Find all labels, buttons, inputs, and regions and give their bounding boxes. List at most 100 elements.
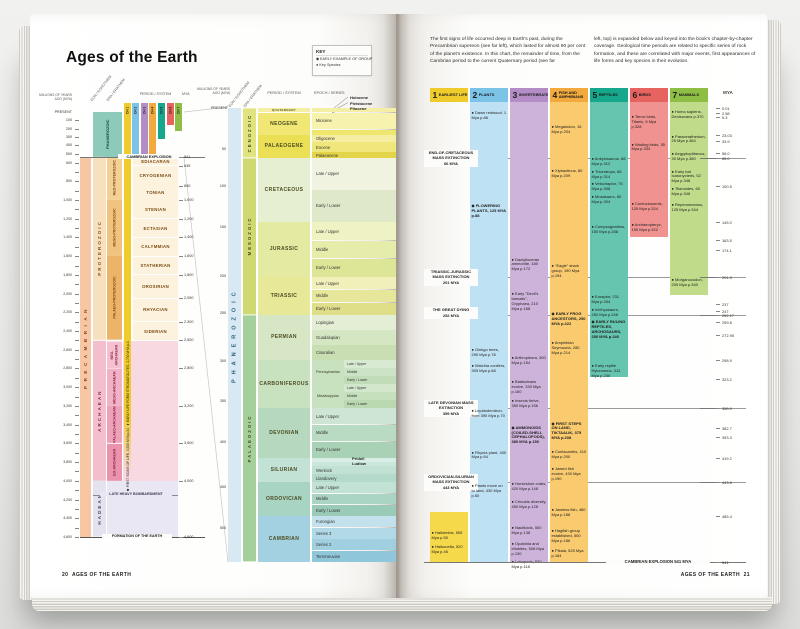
axis-tick-label: 247 (722, 309, 729, 315)
species-note: ● Plants move on to land, 430 Mya p.60 (471, 482, 503, 498)
event-mya: 201 MYA (442, 279, 460, 285)
species-note: ● Horseshoe crabs, 420 Mya p.148 (511, 481, 547, 492)
axis-tick (75, 228, 79, 229)
period-box-statherian: STATHERIAN (133, 256, 178, 275)
axis-tick (716, 140, 720, 142)
mya-tick-label: 3,200 (184, 403, 194, 408)
axis-tick (75, 153, 79, 155)
epoch-cell: Middle (312, 289, 396, 303)
axis-tick (75, 218, 79, 220)
era-box-neo-proterozoic: NEO-PROTEROZOIC (107, 157, 122, 200)
epoch-cell: Early / Lower (344, 376, 396, 384)
chapter-chip-7: 7 MAMMALS (670, 88, 708, 102)
epoch-cell: Late / Upper (344, 360, 396, 368)
epoch-cell: Guadalupian (312, 330, 396, 345)
epoch-cell: Early / Lower (312, 190, 396, 222)
chapter-column-bar-1 (430, 511, 468, 562)
axis-tick-label: 66.0 (722, 156, 730, 161)
key-item-species: ● Key Species (316, 63, 368, 69)
chapter-bar-6 (166, 103, 174, 126)
chapter-bar-label: CH 2 (133, 106, 138, 115)
species-note: ● Coelacanths, 410 Mya p.200 (551, 448, 587, 459)
mya-tick-label: 2,300 (184, 319, 194, 324)
epoch-cell: Furongian (312, 516, 396, 528)
axis-tick-label: 1,600 (63, 254, 72, 259)
species-note: ● Ginkgo trees, 290 Mya p.78 (471, 347, 499, 357)
species-note: ◆ FLOWERING PLANTS, 125 MYA p.88 (471, 203, 506, 219)
axis-tick-label: 4,400 (63, 516, 72, 521)
axis-tick-label: 3,200 (63, 403, 72, 408)
axis-tick (716, 108, 720, 109)
epoch-callout-ludlow: Ludlow (352, 461, 366, 467)
period-cell-cambrian: CAMBRIAN (258, 516, 310, 562)
period-box-orosirian: OROSIRIAN (133, 275, 178, 298)
epoch-cell: Middle (312, 424, 396, 442)
mya-tick-label: 635 (184, 163, 191, 168)
event-name: TRIASSIC-JURASSIC MASS EXTINCTION (430, 269, 472, 279)
chapter-label: REPTILES (598, 91, 618, 97)
era-bar-mesozoic: MESOZOIC (243, 158, 256, 315)
axis-tick (75, 527, 79, 529)
species-note: ● Eoraptor, 231 Mya p.254 (591, 294, 620, 305)
mya-tick-label: 1,600 (184, 254, 194, 259)
axis-tick-label: 174.1 (722, 248, 732, 254)
axis-tick-label: 237 (722, 301, 729, 307)
axis-tick (75, 490, 79, 491)
epoch-callout-pliocene: Pliocene (350, 106, 367, 112)
epoch-cell: Miocene (312, 112, 396, 130)
axis-tick (716, 335, 720, 336)
mya-tick (179, 368, 183, 370)
axis-tick (716, 436, 720, 438)
subperiod-cell-mississippian: Mississippian (312, 384, 344, 408)
species-note: ◆ AMMONOIDS (COILED-SHELL CEPHALOPODS), … (511, 424, 545, 445)
axis-tick (75, 209, 79, 210)
axis-long-tick (700, 482, 720, 483)
chapter-label: INVERTEBRATES (518, 91, 548, 97)
axis-tick-label: 2.58 (722, 110, 730, 116)
axis-tick (75, 293, 79, 295)
mya-tick (179, 274, 183, 276)
species-note: ● Archaeopteryx, 150 Mya p.322 (631, 222, 662, 233)
species-note: ● Morganucodon, 205 Mya p.340 (671, 277, 703, 288)
chapter-bar-label: CH 7 (176, 106, 181, 115)
epoch-cell: Middle (344, 392, 396, 400)
era-bar-cenozoic: CENOZOIC (243, 108, 256, 158)
axis-tick (75, 471, 79, 473)
epoch-cell: Early / Lower (312, 258, 396, 277)
species-note: ● Megalodon, 16 Mya p.204 (551, 123, 582, 134)
axis-tick (716, 322, 720, 323)
period-cell-jurassic: JURASSIC (258, 222, 310, 277)
axis-tick (716, 158, 720, 159)
axis-tick-label: 382.7 (722, 425, 732, 431)
event-name: LATE DEVONIAN MASS EXTINCTION (428, 400, 474, 410)
chapter1-deep-bar (123, 157, 131, 417)
axis-tick (75, 284, 79, 285)
column-header-mya: MYA (723, 90, 733, 95)
axis-tick (75, 120, 79, 121)
chapter-number: 4 (552, 90, 558, 100)
axis-title: MILLIONS OF YEARS AGO (MYA) (197, 87, 230, 95)
epoch-cell: Early / Lower (344, 400, 396, 408)
axis-tick (716, 303, 720, 305)
species-note: ● Crinoids diversify, 450 Mya p.128 (511, 499, 547, 510)
key-item-label: Key Species (319, 62, 341, 67)
chapter-bar-label: CH 5 (159, 106, 164, 115)
epoch-cell: Late / Upper (344, 384, 396, 392)
period-cell-permian: PERMIAN (258, 315, 310, 360)
era-box-palaeo-proterozoic: PALAEO-PROTEROZOIC (107, 256, 122, 341)
axis-tick (716, 112, 720, 114)
key-title: KEY (316, 49, 368, 56)
axis-tick-label: 200 (65, 126, 72, 131)
event-mya: 443 MYA (442, 484, 460, 490)
axis-tick-label: 145.0 (722, 220, 732, 225)
species-note: ● Triceratops, 68 Mya p.314 (591, 168, 622, 179)
key-item-label: EARLY EXAMPLE OF GROUP (319, 57, 373, 61)
event-name: END-OF-CRETACEOUS MASS EXTINCTION (428, 150, 474, 160)
species-note: ● Velociraptor, 75 Mya p.308 (591, 181, 623, 192)
chapter-bar-4 (149, 103, 157, 157)
axis-tick (716, 152, 720, 154)
hadean-block (107, 481, 178, 537)
event-mya: 66 MYA (443, 160, 459, 166)
species-note: ● Jawless fish, 480 Mya p.188 (551, 506, 586, 517)
period-cell-quaternary: QUATERNARY (258, 108, 310, 113)
